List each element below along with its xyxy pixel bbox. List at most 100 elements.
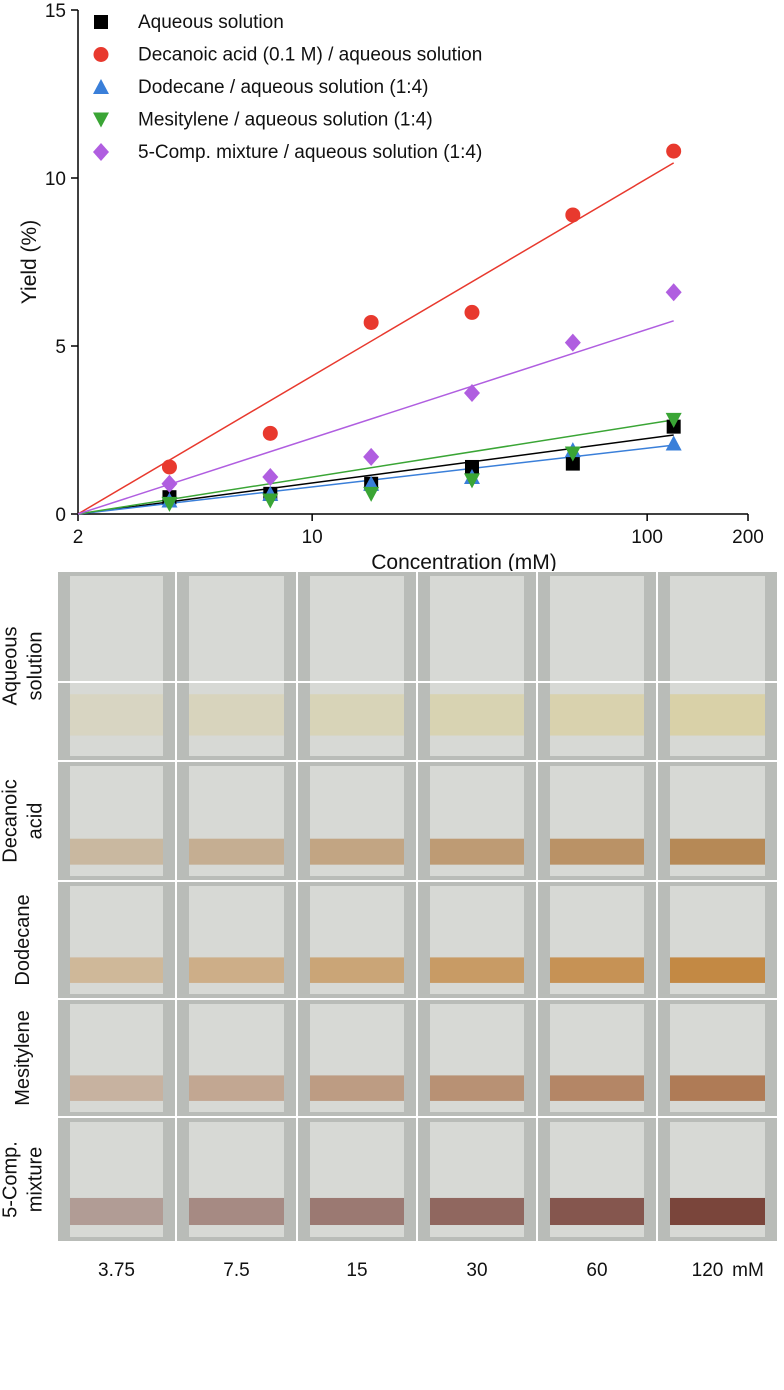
photo-liquid [310, 838, 404, 865]
photo-glass [70, 886, 163, 994]
row-label: solution [25, 632, 47, 701]
data-point [262, 468, 279, 487]
data-point [565, 207, 581, 223]
photo-glass [189, 576, 284, 756]
photo-liquid [310, 957, 404, 983]
x-tick-label: 200 [732, 527, 764, 548]
fit-line [77, 320, 674, 515]
column-label: 7.5 [223, 1260, 249, 1281]
data-point [665, 435, 682, 451]
column-label: 15 [346, 1260, 367, 1281]
data-point [463, 473, 480, 489]
fit-line [77, 419, 674, 515]
x-tick-label: 10 [302, 527, 323, 548]
column-label: 3.75 [98, 1260, 135, 1281]
column-label: 30 [466, 1260, 487, 1281]
photo-liquid [70, 838, 163, 865]
data-point [565, 456, 580, 471]
data-point [665, 283, 682, 302]
photo-liquid [70, 957, 163, 983]
photo-liquid [70, 1197, 163, 1226]
data-point [262, 493, 279, 509]
data-point [666, 143, 682, 159]
photo-liquid [310, 694, 404, 736]
photo-liquid [189, 957, 284, 983]
legend-marker [93, 79, 109, 94]
photo-liquid [550, 957, 644, 983]
photo-liquid [189, 694, 284, 736]
legend-label: Decanoic acid (0.1 M) / aqueous solution [138, 45, 482, 66]
legend-marker [93, 112, 109, 128]
photo-grid: Aqueous solution Decanoic acid Dodecane Mesit… [0, 571, 778, 1281]
y-tick-label: 5 [55, 337, 66, 358]
legend-label: Dodecane / aqueous solution (1:4) [138, 77, 428, 98]
data-point [464, 304, 480, 320]
data-point [564, 446, 581, 462]
photo-glass [70, 1122, 163, 1237]
row-label: 5-Comp. [0, 1141, 22, 1218]
row-label: Aqueous [0, 627, 22, 706]
photo-liquid [430, 694, 524, 736]
data-point [161, 474, 178, 493]
data-point [161, 459, 177, 475]
data-point [464, 459, 479, 474]
photo-liquid [670, 838, 765, 865]
photo-liquid [310, 1197, 404, 1226]
data-point [161, 496, 178, 512]
legend-label: 5-Comp. mixture / aqueous solution (1:4) [138, 142, 482, 163]
photo-glass [70, 1004, 163, 1112]
y-tick-label: 10 [45, 169, 66, 190]
row-label: Decanoic [0, 779, 22, 862]
photo-glass [189, 1004, 284, 1112]
photo-glass [70, 766, 163, 876]
photo-glass [189, 766, 284, 876]
y-tick-label: 0 [55, 505, 66, 526]
photo-liquid [670, 1075, 765, 1101]
data-point [363, 314, 379, 330]
photo-liquid [550, 694, 644, 736]
x-tick-label: 2 [73, 527, 84, 548]
data-point [363, 447, 380, 466]
photo-liquid [310, 1075, 404, 1101]
data-point [564, 333, 581, 352]
photo-liquid [430, 1197, 524, 1226]
row-label: mixture [25, 1147, 47, 1213]
photo-glass [189, 886, 284, 994]
photo-glass [189, 1122, 284, 1237]
row-label: Mesitylene [12, 1010, 34, 1106]
column-label: 60 [586, 1260, 607, 1281]
photo-liquid [430, 838, 524, 865]
y-axis-title: Yield (%) [18, 220, 41, 304]
photo-liquid [670, 694, 765, 736]
photo-liquid [550, 1075, 644, 1101]
data-point [463, 384, 480, 403]
data-point [665, 412, 682, 428]
photo-liquid [189, 1075, 284, 1101]
photo-liquid [550, 1197, 644, 1226]
x-axis-title: Concentration (mM) [371, 551, 557, 574]
photo-liquid [189, 838, 284, 865]
photo-liquid [430, 957, 524, 983]
legend-marker [93, 143, 109, 161]
photo-liquid [670, 957, 765, 983]
x-tick-label: 100 [631, 527, 663, 548]
row-label: acid [25, 803, 47, 840]
y-tick-label: 15 [45, 1, 66, 22]
column-label: 120 [692, 1260, 724, 1281]
legend-label: Mesitylene / aqueous solution (1:4) [138, 110, 433, 131]
photo-liquid [670, 1197, 765, 1226]
photo-liquid [70, 694, 163, 736]
photo-glass [70, 576, 163, 756]
row-label: Dodecane [12, 894, 34, 985]
photo-liquid [189, 1197, 284, 1226]
legend-label: Aqueous solution [138, 12, 284, 33]
unit-label: mM [732, 1260, 764, 1281]
data-point [262, 425, 278, 441]
legend-marker [94, 15, 108, 29]
legend-marker [93, 47, 109, 62]
photo-liquid [430, 1075, 524, 1101]
data-point [363, 486, 380, 502]
photo-liquid [550, 838, 644, 865]
